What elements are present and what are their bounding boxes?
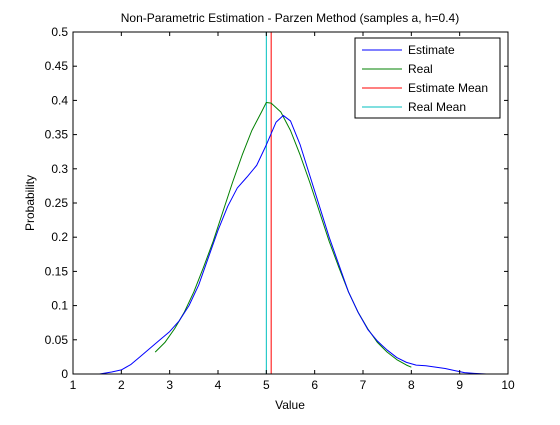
y-tick-label: 0.3: [51, 162, 68, 176]
y-tick-label: 0.1: [51, 299, 68, 313]
x-tick-label: 1: [70, 378, 77, 392]
y-tick-label: 0: [61, 367, 68, 381]
x-tick-label: 9: [456, 378, 463, 392]
x-axis-label: Value: [275, 398, 305, 412]
legend-items: Estimate Real Estimate Mean Real Mean: [362, 43, 488, 114]
x-axis-ticks: 1 2 3 4 5 6 7 8 9 10: [70, 32, 515, 392]
x-tick-label: 10: [501, 378, 515, 392]
y-tick-label: 0.05: [45, 333, 69, 347]
legend-label-estimate-mean: Estimate Mean: [408, 81, 488, 95]
y-tick-label: 0.35: [45, 128, 69, 142]
legend-label-estimate: Estimate: [408, 43, 455, 57]
y-tick-label: 0.25: [45, 196, 69, 210]
legend-box: [354, 37, 501, 119]
y-tick-label: 0.5: [51, 25, 68, 39]
legend: Estimate Real Estimate Mean Real Mean: [354, 37, 501, 119]
y-tick-label: 0.4: [51, 93, 68, 107]
y-tick-label: 0.15: [45, 264, 69, 278]
x-tick-label: 8: [408, 378, 415, 392]
y-tick-label: 0.2: [51, 230, 68, 244]
chart-title: Non-Parametric Estimation - Parzen Metho…: [121, 11, 459, 25]
legend-label-real: Real: [408, 62, 433, 76]
series-line-estimate: [99, 114, 487, 375]
x-tick-label: 6: [311, 378, 318, 392]
x-tick-label: 3: [166, 378, 173, 392]
x-tick-label: 7: [360, 378, 367, 392]
y-axis-label: Probability: [23, 175, 37, 231]
legend-label-real-mean: Real Mean: [408, 100, 466, 114]
x-tick-label: 4: [215, 378, 222, 392]
y-tick-label: 0.45: [45, 59, 69, 73]
x-tick-label: 2: [118, 378, 125, 392]
plot-lines: [99, 32, 487, 375]
y-axis-ticks: 0 0.05 0.1 0.15 0.2 0.25 0.3 0.35 0.4 0.45 0.5: [45, 25, 508, 381]
x-tick-label: 5: [263, 378, 270, 392]
